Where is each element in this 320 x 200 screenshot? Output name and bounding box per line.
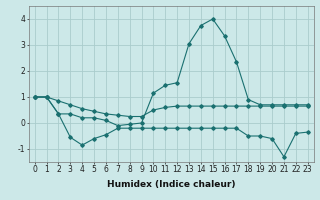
X-axis label: Humidex (Indice chaleur): Humidex (Indice chaleur) [107,180,236,189]
